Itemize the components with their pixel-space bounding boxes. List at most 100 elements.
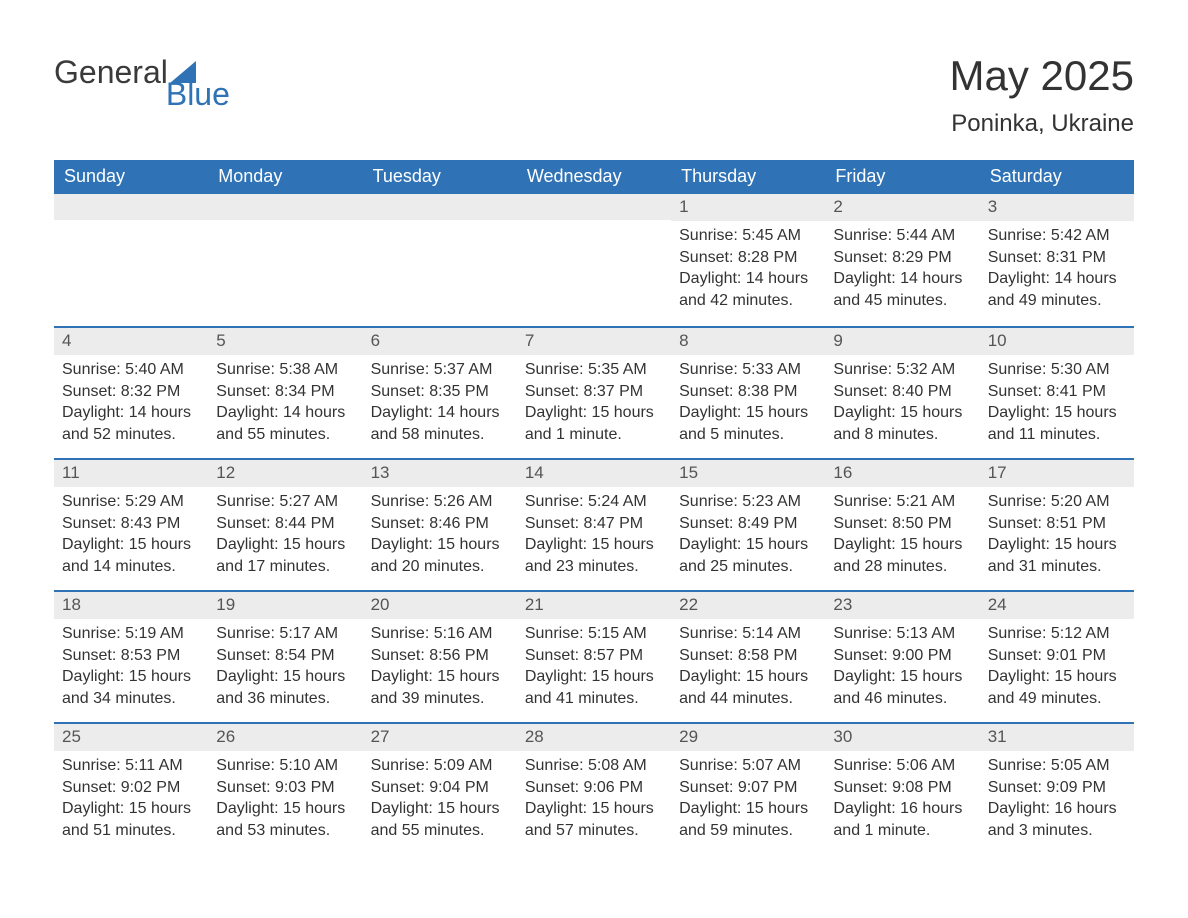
day-number: 21 xyxy=(517,592,671,619)
sunrise-text: Sunrise: 5:37 AM xyxy=(371,359,509,381)
day-body: Sunrise: 5:21 AMSunset: 8:50 PMDaylight:… xyxy=(825,487,979,585)
sunset-text: Sunset: 8:37 PM xyxy=(525,381,663,403)
day-cell: 29Sunrise: 5:07 AMSunset: 9:07 PMDayligh… xyxy=(671,724,825,854)
weekday-header: Friday xyxy=(825,160,979,194)
sunrise-text: Sunrise: 5:19 AM xyxy=(62,623,200,645)
day-body: Sunrise: 5:45 AMSunset: 8:28 PMDaylight:… xyxy=(671,221,825,319)
weekday-header: Wednesday xyxy=(517,160,671,194)
day-cell: 7Sunrise: 5:35 AMSunset: 8:37 PMDaylight… xyxy=(517,328,671,458)
daylight-text: Daylight: 14 hours and 58 minutes. xyxy=(371,402,509,445)
day-number: 3 xyxy=(980,194,1134,221)
sunset-text: Sunset: 8:38 PM xyxy=(679,381,817,403)
day-cell: 28Sunrise: 5:08 AMSunset: 9:06 PMDayligh… xyxy=(517,724,671,854)
day-body: Sunrise: 5:40 AMSunset: 8:32 PMDaylight:… xyxy=(54,355,208,453)
sunset-text: Sunset: 8:47 PM xyxy=(525,513,663,535)
daylight-text: Daylight: 15 hours and 46 minutes. xyxy=(833,666,971,709)
day-number: 29 xyxy=(671,724,825,751)
day-body: Sunrise: 5:35 AMSunset: 8:37 PMDaylight:… xyxy=(517,355,671,453)
daylight-text: Daylight: 15 hours and 1 minute. xyxy=(525,402,663,445)
day-body: Sunrise: 5:14 AMSunset: 8:58 PMDaylight:… xyxy=(671,619,825,717)
weekday-header-row: SundayMondayTuesdayWednesdayThursdayFrid… xyxy=(54,160,1134,194)
day-cell: 10Sunrise: 5:30 AMSunset: 8:41 PMDayligh… xyxy=(980,328,1134,458)
day-body: Sunrise: 5:23 AMSunset: 8:49 PMDaylight:… xyxy=(671,487,825,585)
day-number: 15 xyxy=(671,460,825,487)
sunset-text: Sunset: 8:44 PM xyxy=(216,513,354,535)
day-body: Sunrise: 5:12 AMSunset: 9:01 PMDaylight:… xyxy=(980,619,1134,717)
daylight-text: Daylight: 15 hours and 11 minutes. xyxy=(988,402,1126,445)
sunset-text: Sunset: 8:34 PM xyxy=(216,381,354,403)
day-body: Sunrise: 5:26 AMSunset: 8:46 PMDaylight:… xyxy=(363,487,517,585)
sunset-text: Sunset: 9:07 PM xyxy=(679,777,817,799)
day-cell xyxy=(54,194,208,326)
day-number: 31 xyxy=(980,724,1134,751)
day-cell: 22Sunrise: 5:14 AMSunset: 8:58 PMDayligh… xyxy=(671,592,825,722)
day-number: 22 xyxy=(671,592,825,619)
sunrise-text: Sunrise: 5:30 AM xyxy=(988,359,1126,381)
day-body: Sunrise: 5:09 AMSunset: 9:04 PMDaylight:… xyxy=(363,751,517,849)
day-cell: 3Sunrise: 5:42 AMSunset: 8:31 PMDaylight… xyxy=(980,194,1134,326)
day-cell: 17Sunrise: 5:20 AMSunset: 8:51 PMDayligh… xyxy=(980,460,1134,590)
daylight-text: Daylight: 15 hours and 14 minutes. xyxy=(62,534,200,577)
weekday-header: Sunday xyxy=(54,160,208,194)
sunrise-text: Sunrise: 5:16 AM xyxy=(371,623,509,645)
daylight-text: Daylight: 14 hours and 42 minutes. xyxy=(679,268,817,311)
empty-day-bar xyxy=(54,194,208,220)
day-body: Sunrise: 5:24 AMSunset: 8:47 PMDaylight:… xyxy=(517,487,671,585)
sunset-text: Sunset: 8:41 PM xyxy=(988,381,1126,403)
sunrise-text: Sunrise: 5:44 AM xyxy=(833,225,971,247)
sunset-text: Sunset: 8:54 PM xyxy=(216,645,354,667)
daylight-text: Daylight: 15 hours and 23 minutes. xyxy=(525,534,663,577)
day-body: Sunrise: 5:10 AMSunset: 9:03 PMDaylight:… xyxy=(208,751,362,849)
day-body: Sunrise: 5:06 AMSunset: 9:08 PMDaylight:… xyxy=(825,751,979,849)
day-body: Sunrise: 5:30 AMSunset: 8:41 PMDaylight:… xyxy=(980,355,1134,453)
day-number: 16 xyxy=(825,460,979,487)
calendar-page: General Blue May 2025 Poninka, Ukraine S… xyxy=(0,0,1188,918)
day-cell: 23Sunrise: 5:13 AMSunset: 9:00 PMDayligh… xyxy=(825,592,979,722)
sunrise-text: Sunrise: 5:23 AM xyxy=(679,491,817,513)
sunrise-text: Sunrise: 5:14 AM xyxy=(679,623,817,645)
page-title: May 2025 xyxy=(950,52,1134,100)
sunrise-text: Sunrise: 5:27 AM xyxy=(216,491,354,513)
daylight-text: Daylight: 15 hours and 28 minutes. xyxy=(833,534,971,577)
day-body: Sunrise: 5:05 AMSunset: 9:09 PMDaylight:… xyxy=(980,751,1134,849)
week-row: 4Sunrise: 5:40 AMSunset: 8:32 PMDaylight… xyxy=(54,326,1134,458)
weeks-container: 1Sunrise: 5:45 AMSunset: 8:28 PMDaylight… xyxy=(54,194,1134,854)
day-number: 25 xyxy=(54,724,208,751)
day-body: Sunrise: 5:42 AMSunset: 8:31 PMDaylight:… xyxy=(980,221,1134,319)
day-body: Sunrise: 5:15 AMSunset: 8:57 PMDaylight:… xyxy=(517,619,671,717)
sunrise-text: Sunrise: 5:40 AM xyxy=(62,359,200,381)
brand-logo: General Blue xyxy=(54,56,262,88)
day-number: 5 xyxy=(208,328,362,355)
day-cell: 26Sunrise: 5:10 AMSunset: 9:03 PMDayligh… xyxy=(208,724,362,854)
day-cell: 20Sunrise: 5:16 AMSunset: 8:56 PMDayligh… xyxy=(363,592,517,722)
day-number: 27 xyxy=(363,724,517,751)
sunset-text: Sunset: 8:50 PM xyxy=(833,513,971,535)
day-number: 12 xyxy=(208,460,362,487)
day-body: Sunrise: 5:37 AMSunset: 8:35 PMDaylight:… xyxy=(363,355,517,453)
week-row: 11Sunrise: 5:29 AMSunset: 8:43 PMDayligh… xyxy=(54,458,1134,590)
day-number: 6 xyxy=(363,328,517,355)
sunset-text: Sunset: 8:31 PM xyxy=(988,247,1126,269)
weekday-header: Tuesday xyxy=(363,160,517,194)
sunset-text: Sunset: 8:43 PM xyxy=(62,513,200,535)
daylight-text: Daylight: 14 hours and 45 minutes. xyxy=(833,268,971,311)
daylight-text: Daylight: 15 hours and 39 minutes. xyxy=(371,666,509,709)
day-number: 20 xyxy=(363,592,517,619)
sunset-text: Sunset: 8:58 PM xyxy=(679,645,817,667)
sunrise-text: Sunrise: 5:20 AM xyxy=(988,491,1126,513)
sunset-text: Sunset: 9:03 PM xyxy=(216,777,354,799)
daylight-text: Daylight: 15 hours and 17 minutes. xyxy=(216,534,354,577)
daylight-text: Daylight: 15 hours and 53 minutes. xyxy=(216,798,354,841)
sunrise-text: Sunrise: 5:45 AM xyxy=(679,225,817,247)
sunrise-text: Sunrise: 5:35 AM xyxy=(525,359,663,381)
daylight-text: Daylight: 14 hours and 55 minutes. xyxy=(216,402,354,445)
daylight-text: Daylight: 15 hours and 49 minutes. xyxy=(988,666,1126,709)
day-cell: 14Sunrise: 5:24 AMSunset: 8:47 PMDayligh… xyxy=(517,460,671,590)
daylight-text: Daylight: 15 hours and 57 minutes. xyxy=(525,798,663,841)
day-number: 19 xyxy=(208,592,362,619)
daylight-text: Daylight: 15 hours and 5 minutes. xyxy=(679,402,817,445)
daylight-text: Daylight: 15 hours and 25 minutes. xyxy=(679,534,817,577)
daylight-text: Daylight: 15 hours and 20 minutes. xyxy=(371,534,509,577)
sunrise-text: Sunrise: 5:26 AM xyxy=(371,491,509,513)
day-number: 26 xyxy=(208,724,362,751)
